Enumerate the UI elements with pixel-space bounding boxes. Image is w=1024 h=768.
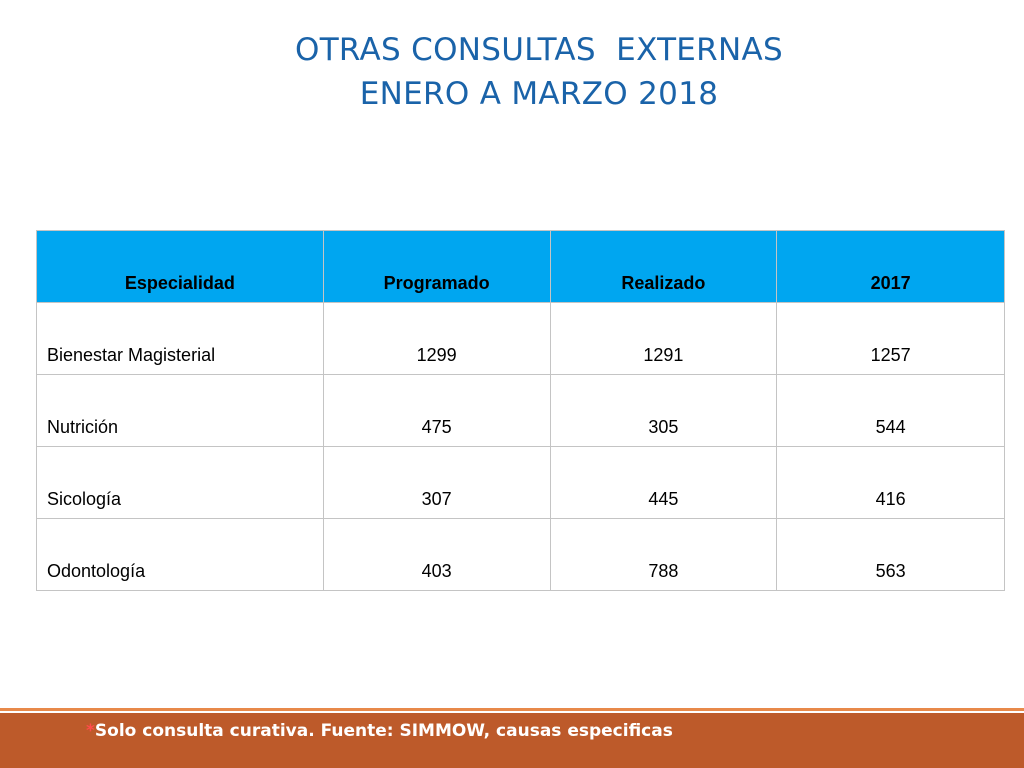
table-row: Nutrición 475 305 544 bbox=[36, 374, 1005, 447]
cell-2017: 544 bbox=[776, 374, 1005, 447]
cell-realizado: 445 bbox=[549, 446, 778, 519]
header-programado: Programado bbox=[322, 230, 551, 303]
table-header-row: Especialidad Programado Realizado 2017 bbox=[36, 230, 1005, 303]
header-especialidad: Especialidad bbox=[36, 230, 324, 303]
table-row: Odontología 403 788 563 bbox=[36, 518, 1005, 591]
header-realizado: Realizado bbox=[549, 230, 778, 303]
title-line-2: ENERO A MARZO 2018 bbox=[359, 76, 719, 112]
cell-2017: 563 bbox=[776, 518, 1005, 591]
title-line-1: OTRAS CONSULTAS EXTERNAS bbox=[295, 32, 783, 68]
cell-especialidad: Bienestar Magisterial bbox=[36, 302, 324, 375]
consultations-table: Especialidad Programado Realizado 2017 B… bbox=[36, 230, 1005, 591]
footer-bar bbox=[0, 713, 1024, 768]
footer-accent-line bbox=[0, 708, 1024, 711]
footnote-asterisk: * bbox=[86, 721, 95, 741]
table-row: Bienestar Magisterial 1299 1291 1257 bbox=[36, 302, 1005, 375]
cell-especialidad: Nutrición bbox=[36, 374, 324, 447]
cell-realizado: 788 bbox=[549, 518, 778, 591]
cell-especialidad: Sicología bbox=[36, 446, 324, 519]
header-2017: 2017 bbox=[776, 230, 1005, 303]
footnote-text: Solo consulta curativa. Fuente: SIMMOW, … bbox=[94, 721, 673, 741]
cell-realizado: 305 bbox=[549, 374, 778, 447]
cell-2017: 416 bbox=[776, 446, 1005, 519]
cell-programado: 1299 bbox=[322, 302, 551, 375]
cell-especialidad: Odontología bbox=[36, 518, 324, 591]
table-row: Sicología 307 445 416 bbox=[36, 446, 1005, 519]
cell-programado: 475 bbox=[322, 374, 551, 447]
cell-programado: 307 bbox=[322, 446, 551, 519]
cell-realizado: 1291 bbox=[549, 302, 778, 375]
cell-2017: 1257 bbox=[776, 302, 1005, 375]
footnote: *Solo consulta curativa. Fuente: SIMMOW,… bbox=[86, 721, 673, 741]
cell-programado: 403 bbox=[322, 518, 551, 591]
slide-title: OTRAS CONSULTAS EXTERNAS ENERO A MARZO 2… bbox=[0, 28, 1024, 116]
